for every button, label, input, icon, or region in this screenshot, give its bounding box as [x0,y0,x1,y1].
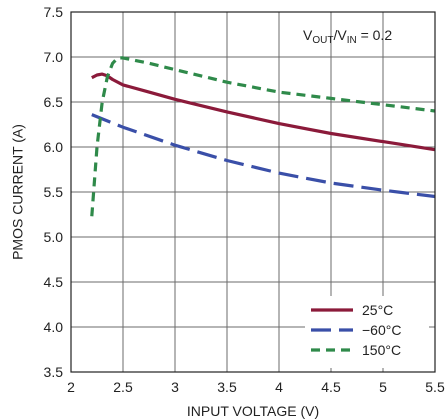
series-line-150c [90,56,436,217]
x-tick-label: 2.5 [113,379,133,395]
x-tick-label: 4.5 [321,379,341,395]
series-line-minus60c [91,113,436,199]
y-tick-label: 6.0 [44,139,64,155]
tick-labels: 2 2.5 3 3.5 4 4.5 5 5.5 3.5 4.0 4.5 5.0 5.5 6.0 6.5 7.0… [44,4,445,395]
y-tick-label: 5.5 [44,184,64,200]
x-tick-label: 5 [379,379,387,395]
y-axis-title: PMOS CURRENT (A) [10,124,26,260]
y-tick-label: 7.5 [44,4,64,20]
series-line-25c [91,72,436,152]
y-tick-label: 4.0 [44,319,64,335]
x-tick-label: 2 [67,379,75,395]
x-tick-label: 5.5 [425,379,445,395]
x-tick-label: 3.5 [217,379,237,395]
x-tick-label: 3 [171,379,179,395]
legend-label-150c: 150°C [362,342,401,358]
x-axis-title: INPUT VOLTAGE (V) [187,403,319,419]
y-tick-label: 7.0 [44,49,64,65]
annot-in-subscript: IN [347,35,357,46]
y-tick-label: 4.5 [44,274,64,290]
annot-v: V [303,27,313,43]
legend-background [305,296,429,368]
y-tick-label: 6.5 [44,94,64,110]
y-tick-label: 5.0 [44,229,64,245]
annot-out-subscript: OUT [312,35,333,46]
legend-label-minus60c: −60°C [362,322,401,338]
y-tick-label: 3.5 [44,364,64,380]
plot-frame [70,11,436,373]
annot-ratio: = 0.2 [357,27,393,43]
series-lines [90,56,436,217]
x-tick-label: 4 [275,379,283,395]
annot-slash-v: /V [333,27,347,43]
legend: 25°C −60°C 150°C [305,296,429,368]
vout-vin-annotation: VOUT/VIN = 0.2 [303,27,392,46]
legend-label-25c: 25°C [362,302,393,318]
grid [71,12,435,372]
